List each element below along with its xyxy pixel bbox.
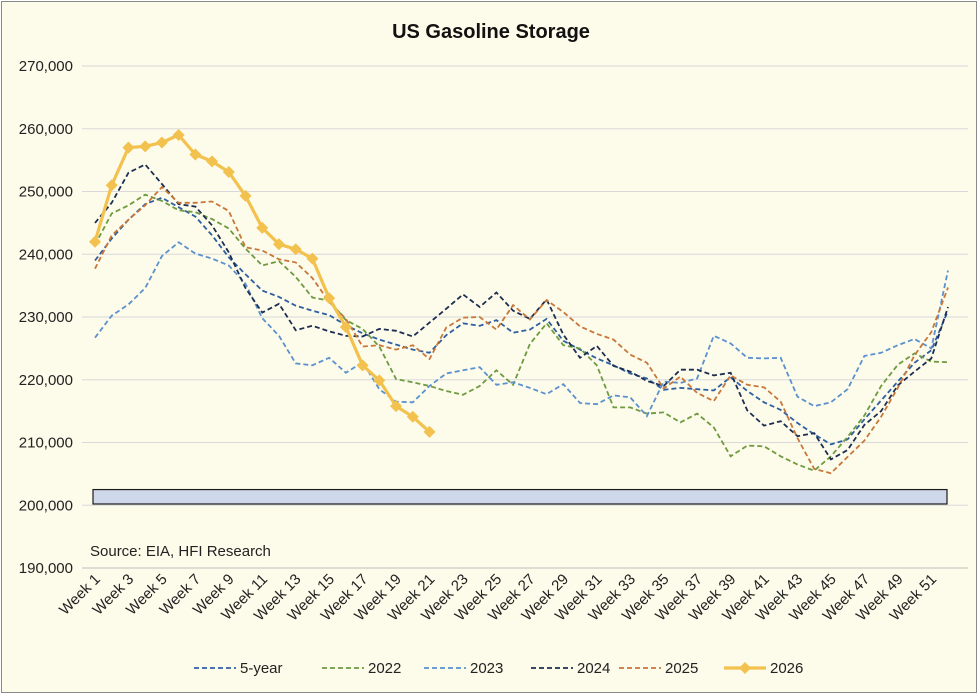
y-tick-label: 240,000 — [19, 246, 73, 263]
series-2022-line — [94, 193, 949, 472]
legend: 5-year 2022 2023 2024 2025 2026 — [194, 660, 803, 677]
highlight-band-rect — [92, 488, 948, 505]
series-2026-point — [256, 221, 269, 234]
series-2026-point — [356, 359, 369, 372]
y-tick-label: 190,000 — [19, 560, 73, 577]
y-tick-label: 270,000 — [19, 58, 73, 75]
y-tick-label: 200,000 — [19, 497, 73, 514]
series-2026-point — [105, 179, 118, 192]
series-2024-line — [94, 163, 949, 461]
series-2026-point — [122, 141, 135, 154]
series-2026-point — [390, 400, 403, 413]
series-2026-point — [339, 321, 352, 334]
series-2026-point — [155, 136, 168, 149]
source-note: Source: EIA, HFI Research — [90, 543, 271, 560]
series-2026-point — [89, 235, 101, 248]
series-2026-point — [239, 189, 252, 202]
series-2026-point — [222, 166, 235, 179]
series-2026-point — [289, 243, 302, 256]
y-tick-label: 250,000 — [19, 184, 73, 201]
series-2026-point — [172, 129, 185, 142]
series-2023-line — [94, 241, 949, 418]
legend-2023-label: 2023 — [470, 660, 503, 677]
series-lines — [89, 129, 949, 475]
series-2026-point — [272, 238, 285, 251]
series-2026-point — [406, 410, 419, 423]
series-2026-point — [373, 374, 386, 387]
series-2026-point — [189, 148, 202, 161]
series-2026-point — [323, 292, 336, 305]
chart-title: US Gasoline Storage — [392, 21, 590, 43]
y-tick-label: 220,000 — [19, 372, 73, 389]
series-2026-point — [306, 252, 319, 265]
highlight-band — [92, 488, 948, 505]
series-2026-point — [206, 155, 219, 168]
y-tick-label: 210,000 — [19, 435, 73, 452]
series-2026-point — [139, 140, 152, 153]
y-tick-label: 260,000 — [19, 121, 73, 138]
legend-2024-label: 2024 — [577, 660, 610, 677]
series-2026-line — [93, 133, 431, 433]
y-axis-ticks: 190,000 200,000 210,000 220,000 230,000 240,0… — [19, 58, 73, 577]
y-tick-label: 230,000 — [19, 309, 73, 326]
series-2025-line — [94, 185, 949, 475]
series-2026-point — [423, 425, 436, 438]
legend-2022-label: 2022 — [368, 660, 401, 677]
legend-2026-label: 2026 — [770, 660, 803, 677]
legend-5-year-label: 5-year — [240, 660, 283, 677]
legend-2026-marker — [739, 662, 751, 674]
legend-2025-label: 2025 — [665, 660, 698, 677]
series-5-year-line — [94, 196, 949, 446]
